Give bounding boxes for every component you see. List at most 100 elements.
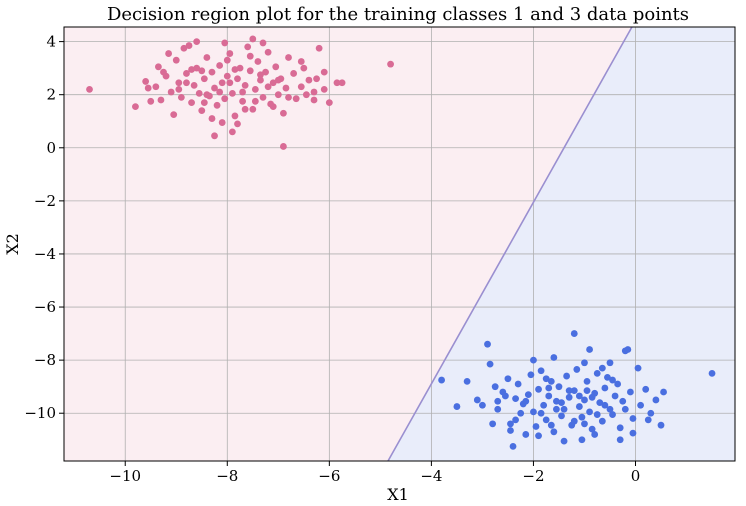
point-class-1 bbox=[315, 44, 323, 52]
point-class-1 bbox=[185, 42, 193, 49]
point-class-3 bbox=[530, 408, 537, 416]
point-class-3 bbox=[558, 412, 565, 420]
point-class-3 bbox=[573, 366, 581, 373]
x-tick-label: 0 bbox=[631, 467, 641, 485]
point-class-1 bbox=[218, 79, 226, 87]
point-class-1 bbox=[320, 68, 328, 76]
point-class-3 bbox=[621, 405, 629, 413]
y-tick-label: −6 bbox=[34, 298, 56, 316]
point-class-1 bbox=[310, 88, 318, 96]
point-class-3 bbox=[575, 392, 583, 400]
point-class-3 bbox=[565, 393, 573, 401]
decision-boundary-line bbox=[387, 26, 633, 462]
point-class-3 bbox=[517, 409, 525, 417]
point-class-3 bbox=[588, 425, 596, 433]
point-class-1 bbox=[234, 75, 241, 83]
point-class-3 bbox=[550, 428, 558, 436]
point-class-3 bbox=[545, 384, 553, 392]
point-class-1 bbox=[147, 97, 155, 105]
point-class-1 bbox=[297, 83, 305, 91]
plot-frame bbox=[63, 26, 736, 462]
point-class-3 bbox=[560, 437, 568, 445]
point-class-1 bbox=[259, 93, 267, 101]
point-class-1 bbox=[241, 105, 249, 113]
point-class-1 bbox=[132, 103, 139, 111]
x-axis-label: X1 bbox=[387, 485, 409, 504]
point-class-3 bbox=[647, 409, 655, 417]
point-class-3 bbox=[563, 372, 571, 380]
region-class-3 bbox=[388, 27, 735, 461]
point-class-1 bbox=[236, 64, 244, 72]
point-class-3 bbox=[532, 423, 540, 430]
plot-area bbox=[63, 26, 736, 462]
point-class-1 bbox=[264, 48, 272, 56]
point-class-3 bbox=[601, 384, 609, 392]
point-class-3 bbox=[652, 396, 660, 404]
point-class-3 bbox=[601, 401, 609, 409]
point-class-3 bbox=[542, 375, 550, 383]
point-class-3 bbox=[570, 387, 578, 395]
point-class-3 bbox=[593, 411, 601, 418]
point-class-1 bbox=[221, 95, 229, 103]
point-class-3 bbox=[708, 370, 716, 377]
point-class-3 bbox=[535, 385, 542, 393]
point-class-3 bbox=[494, 397, 502, 405]
point-class-1 bbox=[142, 78, 150, 85]
point-class-1 bbox=[280, 109, 287, 117]
point-class-3 bbox=[507, 427, 514, 434]
point-class-1 bbox=[251, 85, 259, 93]
point-class-3 bbox=[558, 399, 565, 407]
point-class-3 bbox=[583, 377, 591, 385]
point-class-1 bbox=[211, 84, 218, 92]
point-class-1 bbox=[190, 81, 198, 89]
point-class-3 bbox=[575, 403, 583, 410]
point-class-3 bbox=[494, 405, 502, 413]
point-class-1 bbox=[231, 112, 239, 120]
point-class-3 bbox=[634, 364, 642, 372]
point-class-1 bbox=[290, 70, 298, 77]
point-class-3 bbox=[570, 417, 578, 425]
point-class-1 bbox=[249, 35, 257, 43]
point-class-3 bbox=[578, 413, 586, 421]
point-class-3 bbox=[504, 375, 512, 383]
point-class-1 bbox=[226, 50, 234, 57]
point-class-3 bbox=[624, 346, 632, 353]
point-class-3 bbox=[611, 392, 619, 400]
point-class-1 bbox=[257, 71, 264, 79]
point-class-3 bbox=[453, 403, 461, 410]
point-class-3 bbox=[547, 421, 555, 429]
point-class-1 bbox=[274, 91, 282, 99]
point-class-3 bbox=[598, 417, 606, 425]
point-class-3 bbox=[486, 360, 494, 368]
point-class-1 bbox=[262, 68, 269, 76]
point-class-1 bbox=[216, 88, 224, 96]
point-class-3 bbox=[586, 346, 593, 353]
point-class-3 bbox=[565, 387, 573, 395]
point-class-1 bbox=[157, 96, 165, 104]
point-class-1 bbox=[302, 91, 310, 99]
point-class-1 bbox=[218, 119, 226, 126]
point-class-1 bbox=[167, 88, 175, 96]
y-tick-label: 4 bbox=[46, 33, 56, 51]
point-class-1 bbox=[152, 83, 160, 91]
point-class-1 bbox=[292, 95, 300, 103]
point-class-1 bbox=[285, 93, 292, 101]
point-class-1 bbox=[154, 63, 162, 71]
point-class-3 bbox=[629, 429, 637, 437]
point-class-3 bbox=[509, 443, 517, 450]
point-class-3 bbox=[581, 359, 588, 367]
point-class-3 bbox=[553, 405, 560, 413]
point-class-1 bbox=[165, 50, 173, 57]
point-class-3 bbox=[629, 415, 637, 422]
point-class-3 bbox=[642, 385, 650, 393]
point-class-1 bbox=[144, 84, 152, 92]
point-class-1 bbox=[203, 54, 211, 61]
point-class-1 bbox=[269, 103, 277, 111]
point-class-1 bbox=[246, 52, 254, 60]
point-class-1 bbox=[228, 128, 236, 136]
point-class-1 bbox=[195, 89, 203, 97]
point-class-3 bbox=[512, 395, 519, 403]
point-class-1 bbox=[216, 62, 224, 69]
point-class-1 bbox=[223, 56, 231, 64]
